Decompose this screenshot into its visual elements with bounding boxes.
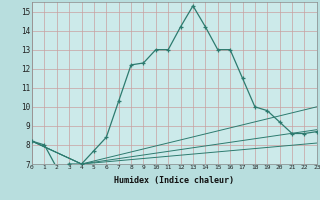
X-axis label: Humidex (Indice chaleur): Humidex (Indice chaleur) — [115, 176, 234, 185]
